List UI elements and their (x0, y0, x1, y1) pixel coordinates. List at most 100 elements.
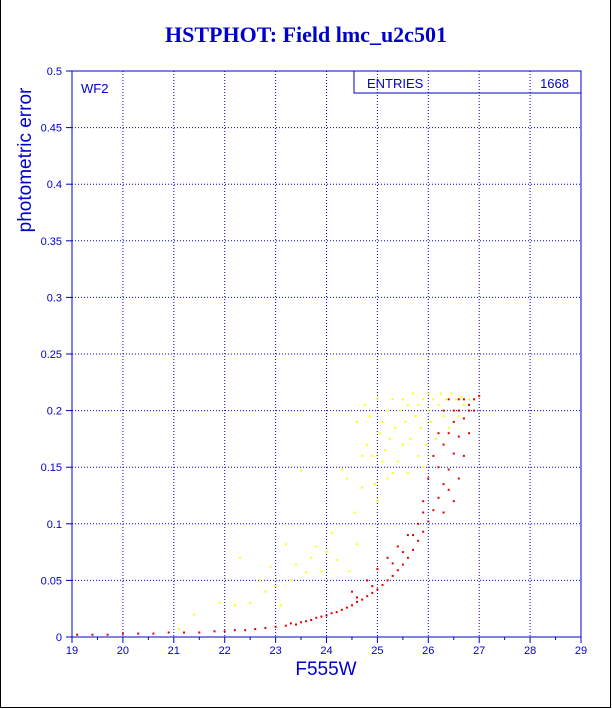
y-tick-label: 0.45 (41, 123, 62, 135)
scatter-point-red (264, 626, 267, 629)
scatter-point-red (473, 409, 476, 412)
scatter-point-red (462, 398, 465, 401)
y-tick-label: 0.2 (47, 406, 62, 418)
scatter-point-yellow (412, 392, 414, 395)
scatter-point-red (391, 574, 394, 577)
scatter-point-yellow (386, 409, 389, 412)
scatter-point-red (452, 420, 455, 423)
scatter-point-red (213, 630, 216, 633)
scatter-point-red (300, 621, 303, 624)
y-tick-label: 0.15 (41, 462, 62, 474)
axis-ticks: 19 20 21 22 23 24 25 26 27 28 29 0 0.05 0.1 0.15 0.2 0.2… (41, 66, 588, 657)
x-tick-label: 21 (168, 645, 180, 657)
data-points (76, 392, 481, 636)
scatter-point-red (371, 591, 374, 594)
scatter-point-yellow (401, 398, 404, 401)
scatter-point-red (447, 398, 450, 401)
scatter-point-red (137, 632, 140, 635)
scatter-point-yellow (264, 590, 267, 593)
scatter-point-red (310, 619, 313, 621)
scatter-point-red (457, 398, 460, 401)
scatter-point-red (325, 614, 328, 617)
scatter-point-yellow (233, 604, 236, 607)
scatter-point-red (376, 588, 379, 591)
scatter-point-yellow (427, 409, 430, 412)
scatter-point-red (447, 432, 450, 435)
x-tick-label: 23 (269, 645, 281, 657)
scatter-point-yellow (345, 477, 348, 480)
scatter-point-red (396, 569, 399, 572)
scatter-point-red (381, 583, 384, 586)
scatter-point-yellow (396, 460, 399, 463)
scatter-point-yellow (330, 531, 333, 534)
scatter-point-red (223, 630, 226, 633)
scatter-point-red (432, 509, 435, 512)
scatter-point-red (406, 556, 409, 559)
scatter-point-red (330, 612, 333, 615)
scatter-point-yellow (193, 613, 196, 616)
scatter-point-yellow (445, 398, 448, 401)
x-tick-label: 27 (473, 645, 485, 657)
scatter-point-red (442, 511, 445, 514)
scatter-point-red (442, 483, 445, 486)
y-tick-label: 0.3 (47, 292, 62, 304)
scatter-point-yellow (406, 471, 409, 474)
scatter-point-yellow (450, 392, 453, 395)
scatter-point-red (442, 443, 445, 446)
scatter-point-yellow (274, 585, 277, 588)
scatter-point-red (437, 466, 440, 469)
scatter-point-red (320, 615, 323, 618)
x-tick-label: 20 (117, 645, 129, 657)
scatter-point-red (468, 432, 470, 435)
scatter-point-yellow (289, 579, 292, 582)
scatter-point-red (289, 622, 292, 625)
scatter-point-red (401, 551, 404, 554)
scatter-point-red (422, 500, 425, 503)
y-tick-label: 0.5 (47, 66, 62, 78)
scatter-point-yellow (386, 477, 389, 480)
scatter-point-yellow (239, 556, 241, 559)
scatter-point-yellow (455, 398, 458, 401)
scatter-point-red (427, 520, 430, 523)
scatter-point-yellow (434, 437, 437, 440)
scatter-point-red (254, 628, 257, 631)
scatter-point-red (274, 625, 277, 628)
scatter-point-yellow (310, 556, 313, 559)
scatter-point-yellow (353, 511, 356, 514)
scatter-point-red (457, 435, 460, 438)
scatter-point-red (335, 611, 338, 614)
y-tick-label: 0.1 (47, 519, 62, 531)
scatter-point-yellow (389, 437, 392, 440)
scatter-point-red (371, 585, 374, 588)
scatter-point-yellow (401, 443, 404, 446)
scatter-point-yellow (381, 460, 384, 463)
scatter-point-red (447, 468, 450, 471)
scatter-point-yellow (305, 571, 308, 574)
chart-title: HSTPHOT: Field lmc_u2c501 (165, 22, 447, 47)
scatter-point-yellow (300, 469, 303, 472)
scatter-point-yellow (457, 415, 460, 418)
scatter-point-red (244, 629, 247, 632)
scatter-point-red (417, 522, 420, 525)
scatter-point-yellow (284, 543, 287, 546)
y-axis-label: photometric error (15, 87, 36, 232)
scatter-point-yellow (356, 420, 358, 423)
scatter-point-red (76, 633, 79, 636)
stats-box (353, 70, 582, 94)
scatter-point-yellow (348, 570, 351, 573)
scatter-point-yellow (468, 398, 470, 401)
scatter-point-yellow (376, 500, 379, 503)
scatter-point-red (376, 568, 379, 571)
scatter-point-red (396, 545, 399, 548)
stats-entries-value: 1668 (540, 76, 569, 91)
x-axis-label: F555W (295, 659, 356, 680)
scatter-point-yellow (391, 398, 394, 401)
scatter-point-red (427, 477, 430, 480)
scatter-point-red (340, 608, 343, 611)
scatter-point-yellow (378, 432, 381, 435)
scatter-point-yellow (414, 415, 417, 418)
scatter-point-red (361, 598, 364, 601)
scatter-point-red (284, 624, 287, 627)
